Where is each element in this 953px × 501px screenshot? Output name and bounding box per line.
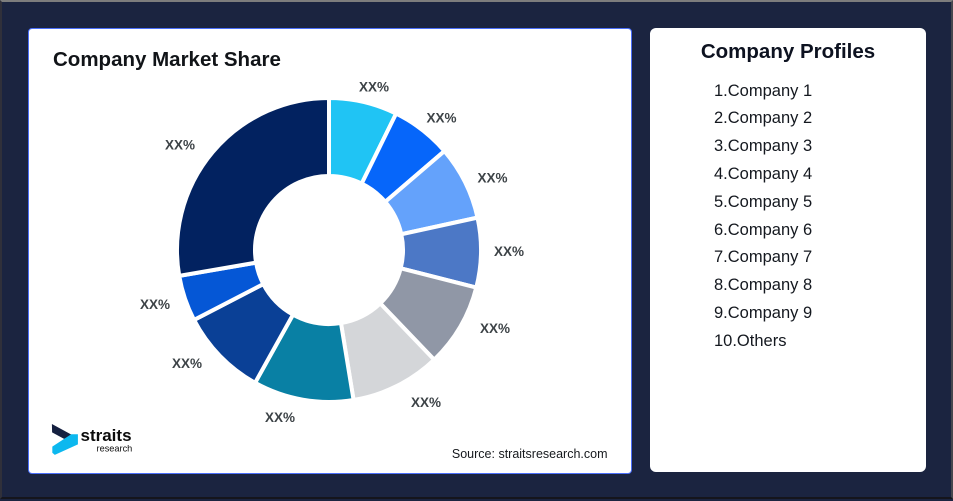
svg-text:XX%: XX% — [165, 138, 195, 153]
svg-text:XX%: XX% — [359, 80, 389, 95]
svg-text:straits: straits — [81, 426, 132, 445]
svg-text:XX%: XX% — [172, 356, 202, 371]
svg-text:XX%: XX% — [140, 297, 170, 312]
svg-text:XX%: XX% — [477, 171, 507, 186]
svg-text:XX%: XX% — [480, 321, 510, 336]
svg-text:XX%: XX% — [494, 244, 524, 259]
svg-text:research: research — [97, 444, 133, 454]
svg-text:XX%: XX% — [411, 395, 441, 410]
svg-text:XX%: XX% — [426, 111, 456, 126]
svg-text:XX%: XX% — [265, 410, 295, 425]
